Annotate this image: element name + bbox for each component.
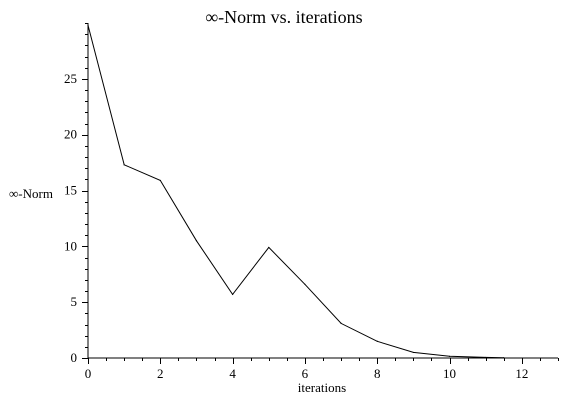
data-point: [448, 355, 451, 357]
data-point: [123, 164, 125, 166]
x-tick-label: 4: [229, 366, 236, 381]
x-tick-label: 2: [157, 366, 164, 381]
y-tick-label: 10: [64, 238, 77, 253]
x-tick-label: 0: [85, 366, 92, 381]
x-tick-label: 12: [515, 366, 528, 381]
data-point: [376, 340, 378, 342]
data-point: [503, 357, 505, 359]
y-axis-label-group: ∞-Norm: [9, 186, 53, 201]
series-group: [87, 24, 505, 359]
y-axis-label: ∞-Norm: [9, 186, 53, 201]
y-tick-label: 5: [71, 294, 78, 309]
data-point: [485, 356, 487, 359]
series-line: [87, 25, 504, 359]
y-tick-label: 20: [64, 127, 77, 142]
data-point: [412, 351, 414, 354]
y-tick-label: 25: [64, 71, 77, 86]
x-tick-label: 6: [302, 366, 309, 381]
data-point: [268, 246, 270, 249]
chart-title: ∞-Norm vs. iterations: [205, 7, 362, 27]
y-tick-label: 0: [71, 350, 78, 365]
data-point: [87, 24, 89, 26]
y-tick-label: 15: [64, 183, 77, 198]
x-tick-label: 10: [443, 366, 456, 381]
data-point: [195, 240, 198, 242]
data-point: [159, 179, 161, 182]
x-axis-label: iterations: [298, 380, 346, 395]
data-point: [304, 283, 306, 285]
ticks-group: 0 2 4 6 8 10 12 0 5 10 15 20 25: [64, 23, 559, 381]
data-point: [340, 322, 342, 324]
data-point: [232, 293, 234, 295]
x-tick-label: 8: [374, 366, 381, 381]
